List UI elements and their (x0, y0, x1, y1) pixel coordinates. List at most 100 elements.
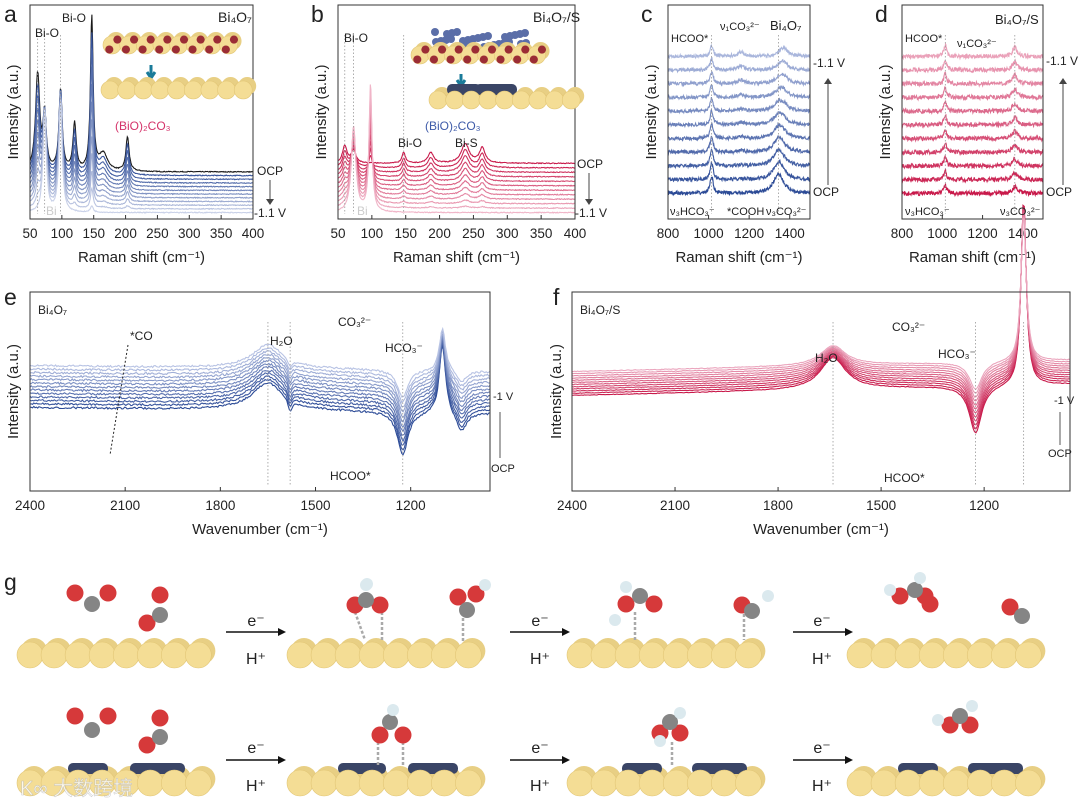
bi-atom (966, 769, 994, 797)
series-line-11 (571, 217, 1071, 390)
arrowhead-icon (824, 78, 832, 84)
oxygen-atom (138, 736, 156, 754)
x-tick-label: 250 (146, 226, 169, 241)
series-line-12 (29, 326, 491, 398)
oxygen-atom (146, 35, 155, 44)
annotation: (BiO)₂CO₃ (115, 119, 171, 133)
panel-letter-d: d (875, 1, 888, 27)
electron-label: e⁻ (531, 740, 548, 757)
series-line-6 (29, 95, 254, 196)
bi-atom (942, 641, 970, 669)
annotation: ν₁CO₃²⁻ (957, 38, 997, 50)
bi-atom (894, 769, 922, 797)
oxygen-atom (188, 45, 197, 54)
bi-atom (566, 641, 594, 669)
oxygen-atom (1001, 598, 1019, 616)
x-axis-label: Raman shift (cm⁻¹) (393, 249, 520, 266)
molecule (138, 586, 169, 632)
annotation: CO₃²⁻ (892, 320, 925, 334)
annotation: ν₃CO₃²⁻ (766, 206, 807, 218)
annotation: -1.1 V (1046, 54, 1078, 68)
arrowhead-icon (845, 628, 853, 636)
oxygen-atom (196, 35, 205, 44)
proton-label: H⁺ (246, 778, 266, 795)
bi-atom (614, 641, 642, 669)
x-axis-label: Wavenumber (cm⁻¹) (753, 521, 889, 538)
proton-label: H⁺ (530, 778, 550, 795)
panel-d-annotations: HCOO* ν₁CO₃²⁻ Bi₄O₇/S ν₃HCO₃⁻ ν₃CO₃²⁻ -1… (905, 12, 1078, 218)
molecule (733, 590, 774, 640)
panel-b-annotations: Bi-O Bi₄O₇/S (BiO)₂CO₃ Bi-O Bi-S Bi OCP … (344, 9, 607, 220)
oxygen-atom (163, 35, 172, 44)
series-line-8 (29, 333, 491, 419)
series-line-1 (29, 32, 254, 177)
x-tick-label: 1200 (734, 226, 764, 241)
bi-atom (918, 769, 946, 797)
panel-f-annotations: Bi₄O₇/S H₂O CO₃²⁻ HCO₃⁻ HCOO* -1 V OCP (580, 303, 1075, 485)
bi-slab (102, 32, 242, 55)
bi-atom (150, 80, 170, 100)
plot-frame (29, 4, 254, 220)
x-tick-label: 800 (891, 226, 914, 241)
reaction-arrows: e⁻ H⁺ e⁻ H⁺ e⁻ H⁺ e⁻ H⁺ e⁻ H⁺ e⁻ H⁺ (246, 613, 832, 795)
series-line-1 (901, 168, 1044, 184)
series-line-3 (667, 134, 811, 156)
bi-atom (561, 90, 581, 110)
chart-title: Bi₄O₇ (218, 9, 252, 25)
carbon-atom (358, 592, 374, 608)
bi-atom (662, 769, 690, 797)
series-line-4 (29, 83, 253, 188)
annotation: -1.1 V (813, 56, 845, 70)
annotation: Bi-O (62, 11, 86, 25)
x-axis-label: Wavenumber (cm⁻¹) (192, 521, 328, 538)
panel-letter-a: a (4, 1, 17, 27)
bi-atom (286, 769, 314, 797)
annotation: *CO (130, 329, 153, 343)
series-line-9 (571, 215, 1070, 398)
panel-c-annotations: HCOO* ν₁CO₃²⁻ Bi₄O₇ *COOH ν₃HCO₃⁻ ν₃CO₃²… (670, 18, 845, 218)
x-tick-label: 250 (462, 226, 485, 241)
series-line-3 (901, 142, 1044, 157)
bi-atom (334, 641, 362, 669)
hydrogen-atom (884, 584, 896, 596)
x-tick-label: 2400 (15, 498, 45, 513)
electron-label: e⁻ (247, 613, 264, 630)
molecule (1001, 598, 1030, 624)
oxygen-atom (121, 45, 130, 54)
annotation: OCP (813, 185, 839, 199)
arrowhead-icon (278, 756, 286, 764)
bi-slab (286, 763, 486, 797)
carbon-atom (952, 708, 968, 724)
bi-atom (455, 641, 482, 669)
bi-atom (918, 641, 946, 669)
x-tick-label: 400 (242, 226, 265, 241)
x-tick-label: 1800 (763, 498, 793, 513)
series-line-4 (29, 339, 491, 436)
series-line-9 (29, 98, 254, 207)
series-line-7 (901, 85, 1044, 102)
x-tick-label: 100 (361, 226, 384, 241)
oxygen-atom (138, 614, 156, 632)
hydrogen-atom (360, 579, 372, 591)
annotation: Bi-O (35, 26, 59, 40)
series-line-6 (667, 97, 811, 115)
oxygen-atom (138, 45, 147, 54)
annotation: ν₁CO₃²⁻ (720, 21, 760, 33)
oxygen-atom (371, 596, 389, 614)
series-line-6 (29, 336, 491, 428)
series-line-6 (901, 100, 1044, 116)
bi-atom (200, 80, 220, 100)
x-tick-label: 1200 (969, 498, 999, 513)
oxygen-atom (371, 726, 389, 744)
oxygen-atom (66, 707, 84, 725)
series-line-1 (337, 146, 576, 169)
x-axis-label: Raman shift (cm⁻¹) (909, 249, 1036, 266)
hydrogen-atom (620, 581, 632, 593)
oxygen-atom (921, 595, 939, 613)
y-axis-label: Intensity (a.u.) (313, 64, 330, 159)
bi-atom (310, 769, 338, 797)
arrowhead-icon (562, 756, 570, 764)
molecule (449, 579, 491, 643)
annotation: -1 V (493, 391, 514, 403)
bi-atom (638, 641, 666, 669)
